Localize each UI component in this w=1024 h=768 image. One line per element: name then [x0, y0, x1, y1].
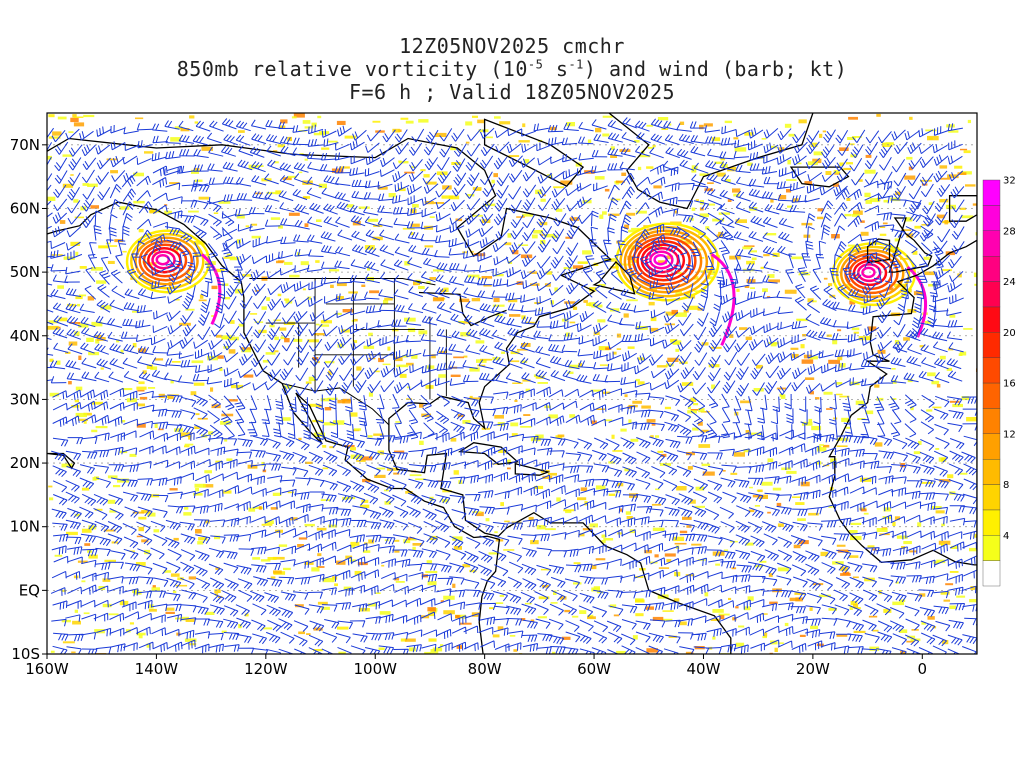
lon-tick-label: 140W — [135, 660, 179, 678]
colorbar-swatch — [982, 281, 1001, 308]
coastlines — [47, 113, 977, 654]
longitude-axis: 160W 140W 120W 100W 80W 60W 40W 20W 0 — [25, 654, 927, 678]
wind-barbs — [47, 117, 977, 654]
lon-tick-label: 40W — [687, 660, 721, 678]
lon-tick-label: 80W — [468, 660, 502, 678]
colorbar-swatch — [982, 205, 1001, 231]
colorbar-swatch — [982, 382, 1001, 409]
lat-tick-label: EQ — [19, 581, 40, 599]
lat-tick-label: 70N — [10, 136, 40, 154]
colorbar-tick-label: 4 — [1003, 531, 1009, 542]
lat-tick-label: 50N — [10, 263, 40, 281]
colorbar-tick-label: 28 — [1003, 226, 1016, 237]
colorbar-tick-label: 16 — [1003, 379, 1016, 390]
colorbar-swatch — [982, 458, 1001, 485]
colorbar-tick-label: 12 — [1003, 429, 1016, 440]
colorbar-swatch — [982, 509, 1001, 536]
colorbar-swatch — [982, 179, 1001, 206]
lon-tick-label: 0 — [918, 660, 928, 678]
colorbar-swatch — [982, 332, 1001, 358]
colorbar-tick-label: 20 — [1003, 328, 1016, 339]
colorbar-swatch — [982, 255, 1001, 282]
lat-tick-label: 40N — [10, 327, 40, 345]
lat-tick-label: 20N — [10, 454, 40, 472]
chart-title-line-1: 12Z05NOV2025 cmchr — [399, 34, 625, 58]
colorbar-tick-label: 8 — [1003, 480, 1009, 491]
lon-tick-label: 100W — [354, 660, 398, 678]
lat-tick-label: 10N — [10, 518, 40, 536]
colorbar-tick-label: 24 — [1003, 277, 1016, 288]
lat-tick-label: 60N — [10, 199, 40, 217]
lat-lon-grid — [47, 144, 977, 591]
colorbar-swatch — [982, 433, 1001, 460]
lon-tick-label: 20W — [796, 660, 830, 678]
colorbar-swatch — [982, 484, 1001, 511]
lat-tick-label: 30N — [10, 390, 40, 408]
lon-tick-label: 120W — [244, 660, 288, 678]
colorbar-swatch — [982, 535, 1001, 561]
colorbar-swatch — [982, 408, 1001, 434]
lon-tick-label: 160W — [25, 660, 69, 678]
map-frame — [46, 112, 978, 655]
lon-tick-label: 60W — [577, 660, 611, 678]
colorbar-swatch — [982, 230, 1001, 257]
colorbar: 4 8 12 16 20 24 28 32 — [982, 176, 1016, 587]
vorticity-shading — [47, 113, 977, 654]
colorbar-swatch — [982, 357, 1001, 384]
chart-title-line-3: F=6 h ; Valid 18Z05NOV2025 — [348, 80, 676, 104]
lat-tick-label: 10S — [11, 645, 40, 663]
colorbar-tick-label: 32 — [1003, 176, 1016, 187]
colorbar-swatch — [982, 560, 1001, 587]
chart-title-line-2: 850mb relative vorticity (10-5 s-1) and … — [176, 57, 848, 81]
latitude-axis: 10S EQ 10N 20N 30N 40N 50N 60N 70N — [10, 136, 47, 663]
colorbar-swatch — [982, 306, 1001, 333]
